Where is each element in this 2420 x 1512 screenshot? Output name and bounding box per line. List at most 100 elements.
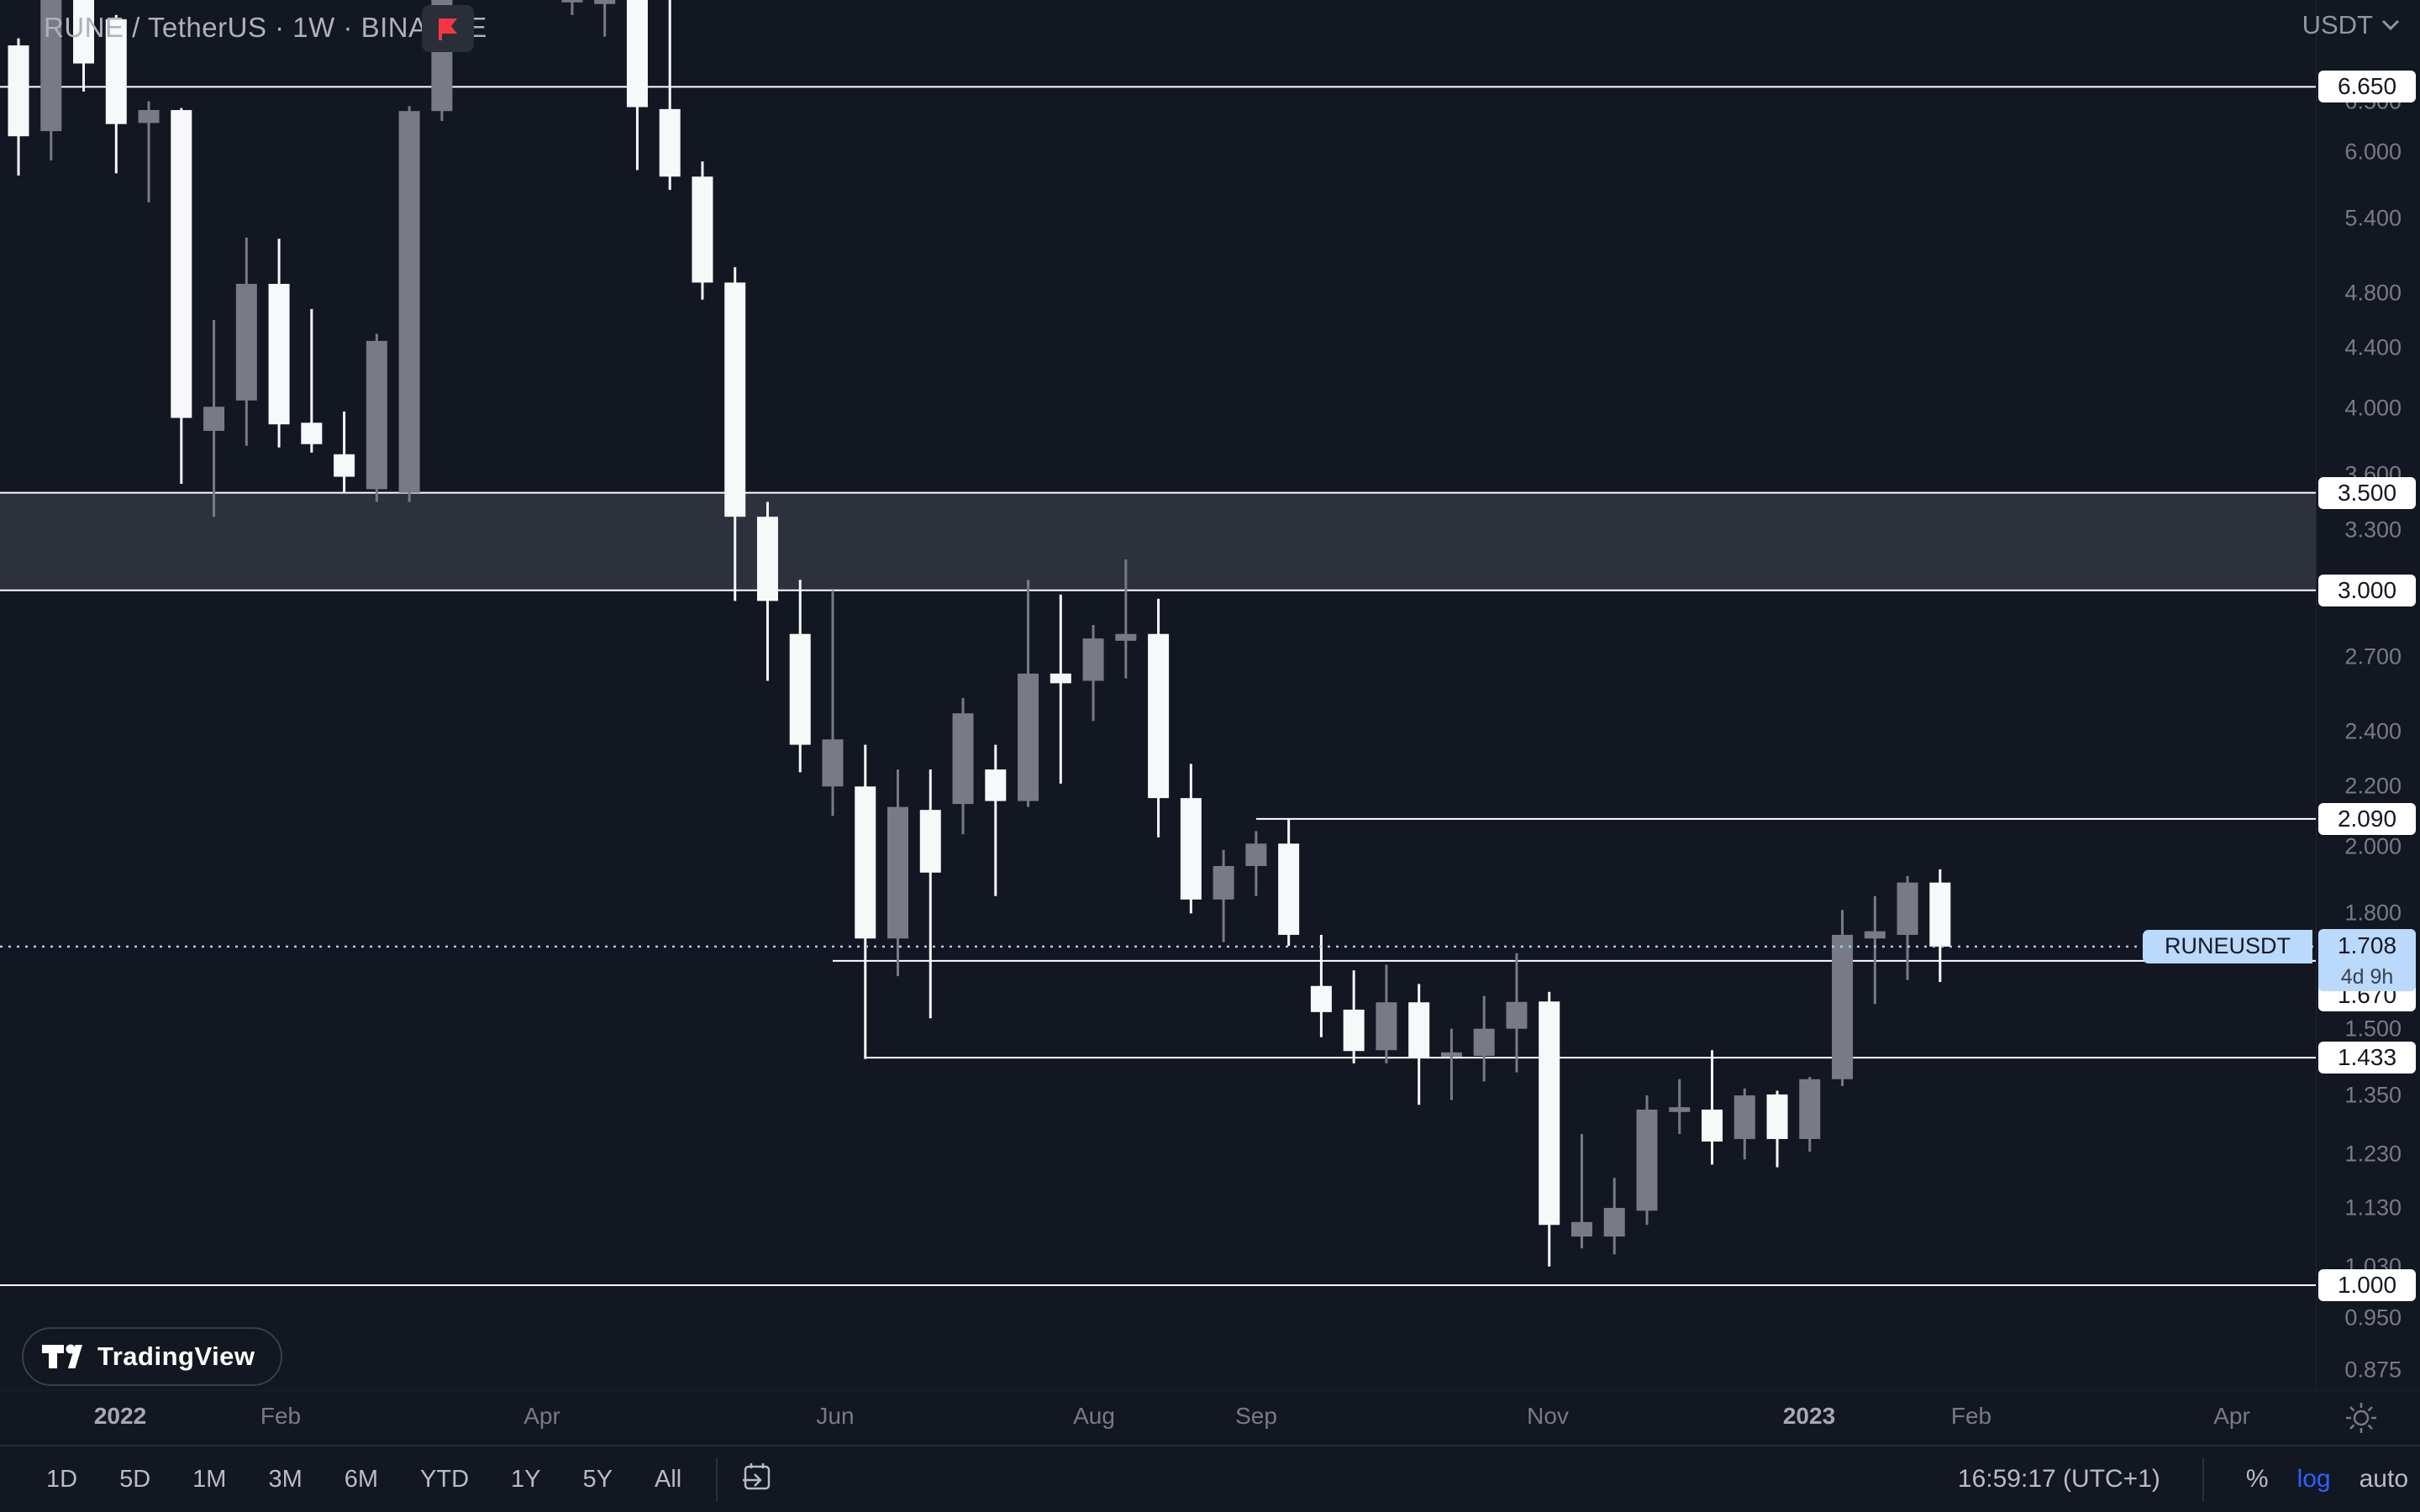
candle-body (985, 769, 1007, 801)
range-button-YTD[interactable]: YTD (420, 1465, 470, 1493)
level-price-label: 3.500 (2318, 476, 2416, 509)
range-button-1M[interactable]: 1M (192, 1465, 227, 1493)
candle-body (1733, 1095, 1755, 1139)
resistance-band (0, 492, 2316, 591)
candle-wick (1449, 1028, 1453, 1100)
candle-body (659, 108, 681, 177)
price-tick: 2.400 (2344, 718, 2402, 744)
time-label-year: 2022 (93, 1403, 147, 1429)
flag-button[interactable] (422, 5, 474, 52)
time-label-month: Aug (1073, 1403, 1115, 1429)
price-tick: 3.300 (2344, 517, 2402, 543)
level-price-label: 1.000 (2318, 1269, 2416, 1301)
candle-wick (571, 0, 574, 15)
candle-body (724, 282, 746, 517)
candle-body (366, 340, 387, 490)
price-tick: 0.875 (2344, 1357, 2402, 1383)
candle-wick (1873, 895, 1876, 1005)
percent-scale-button[interactable]: % (2245, 1465, 2269, 1493)
candle-body (1702, 1109, 1723, 1142)
price-axis[interactable]: 6.5006.0005.4004.8004.4004.0003.6003.300… (2316, 0, 2420, 1390)
candle-wick (1124, 559, 1128, 679)
price-tick: 4.000 (2344, 395, 2402, 421)
candle-body (919, 810, 941, 873)
bottom-toolbar: 1D 5D 1M 3M 6M YTD 1Y 5Y All 16:59:17 (UTC+1) % … (0, 1445, 2420, 1512)
candle-wick (147, 101, 150, 202)
candle-body (1506, 1001, 1528, 1029)
session-sun-button[interactable] (2341, 1398, 2381, 1438)
candle-body (334, 454, 355, 477)
auto-scale-button[interactable]: auto (2359, 1465, 2408, 1493)
candle-wick (1678, 1079, 1681, 1135)
candle-body (1148, 633, 1170, 799)
candle-body (1897, 882, 1918, 935)
candle-body (1929, 882, 1951, 947)
toolbar-divider (2202, 1457, 2204, 1501)
range-button-3M[interactable]: 3M (268, 1465, 302, 1493)
time-label-month: Sep (1235, 1403, 1277, 1429)
candle-body (594, 0, 616, 4)
calendar-go-to-date-icon (743, 1462, 771, 1489)
candle-body (1570, 1221, 1592, 1237)
candle-body (1213, 865, 1234, 900)
level-price-label: 2.090 (2318, 802, 2416, 835)
price-tick: 2.200 (2344, 773, 2402, 799)
candle-body (1343, 1009, 1365, 1052)
candle-body (1766, 1094, 1788, 1139)
level-price-label: 6.650 (2318, 71, 2416, 103)
symbol-title[interactable]: RUNE / TetherUS · 1W · BINANCE (44, 12, 487, 43)
candle-body (1473, 1028, 1495, 1056)
level-price-label: 1.433 (2318, 1042, 2416, 1074)
range-button-5Y[interactable]: 5Y (582, 1465, 613, 1493)
candle-body (756, 517, 778, 601)
clock[interactable]: 16:59:17 (UTC+1) (1957, 1465, 2160, 1493)
candle-body (1440, 1052, 1462, 1058)
price-tick: 2.700 (2344, 643, 2402, 669)
time-label-month: Feb (260, 1403, 302, 1429)
candle-body (105, 18, 127, 124)
time-axis[interactable]: 2022 Feb Apr Jun Aug Sep Nov 2023 Feb Apr (0, 1390, 2420, 1445)
range-buttons: 1D 5D 1M 3M 6M YTD 1Y 5Y All (25, 1459, 702, 1500)
go-to-date-button[interactable] (731, 1455, 783, 1504)
candle-body (398, 111, 420, 493)
log-scale-button[interactable]: log (2296, 1465, 2331, 1493)
candle-body (301, 423, 323, 444)
range-button-All[interactable]: All (655, 1465, 682, 1493)
candle-body (171, 110, 192, 418)
range-button-1Y[interactable]: 1Y (511, 1465, 541, 1493)
time-label-month: Nov (1527, 1403, 1569, 1429)
flag-icon (439, 18, 457, 40)
tradingview-logo[interactable]: TradingView (22, 1327, 282, 1386)
candle-body (40, 0, 62, 132)
candle-body (1082, 638, 1104, 681)
candle-body (8, 45, 29, 137)
candle-body (855, 786, 876, 939)
time-label-month: Apr (523, 1403, 560, 1429)
candle-body (692, 176, 713, 283)
current-price-label: 1.708 4d 9h (2318, 928, 2416, 991)
price-tick: 1.800 (2344, 900, 2402, 926)
price-tick: 4.400 (2344, 334, 2402, 360)
candle-body (1832, 934, 1854, 1079)
candle-body (1310, 985, 1332, 1012)
chevron-down-icon (2381, 19, 2400, 31)
range-button-5D[interactable]: 5D (119, 1465, 151, 1493)
candle-body (1408, 1002, 1430, 1058)
range-button-1D[interactable]: 1D (46, 1465, 78, 1493)
candle-body (1115, 633, 1137, 641)
range-button-6M[interactable]: 6M (344, 1465, 379, 1493)
candle-body (561, 0, 583, 3)
candle-body (1278, 843, 1300, 935)
candle-body (1636, 1109, 1658, 1211)
currency-selector[interactable]: USDT (2302, 10, 2400, 40)
candle-body (789, 633, 811, 745)
price-tick: 2.000 (2344, 833, 2402, 859)
candle-body (203, 407, 225, 431)
candle-wick (1711, 1050, 1714, 1165)
bar-countdown: 4d 9h (2340, 964, 2394, 989)
candle-body (887, 806, 909, 939)
price-tick: 4.800 (2344, 280, 2402, 306)
candle-body (1050, 673, 1071, 684)
candle-body (952, 713, 974, 805)
